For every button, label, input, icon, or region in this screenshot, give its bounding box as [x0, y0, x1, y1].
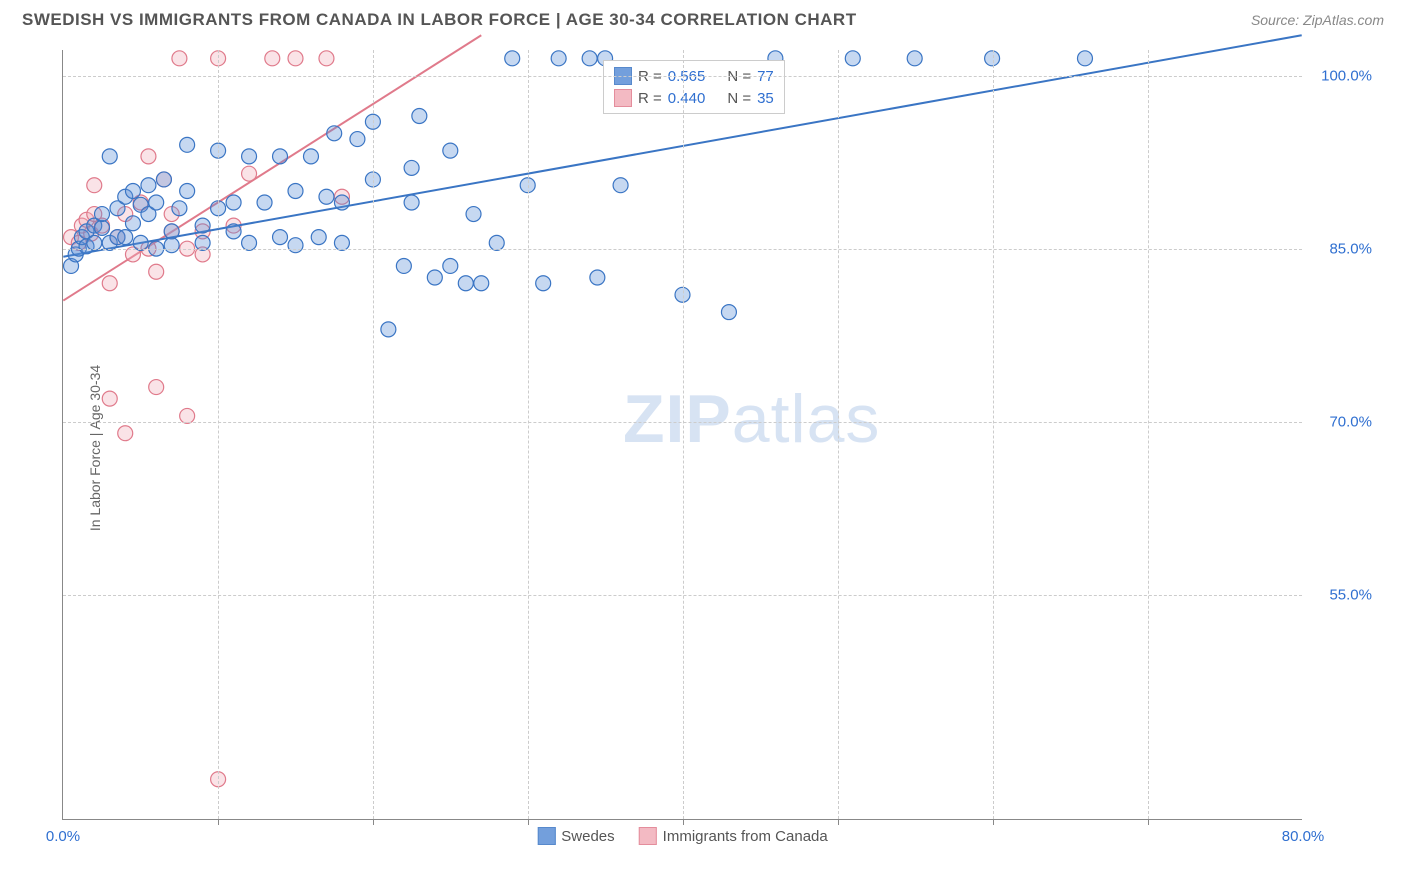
y-tick-label: 55.0% [1329, 587, 1372, 604]
n-label-2: N = [727, 90, 751, 107]
immigrants-label: Immigrants from Canada [663, 828, 828, 845]
y-tick-label: 100.0% [1321, 67, 1372, 84]
stats-legend: R = 0.565 N = 77 R = 0.440 N = 35 [603, 60, 785, 114]
immigrants-swatch-bottom [639, 827, 657, 845]
y-tick-label: 70.0% [1329, 414, 1372, 431]
chart-container: In Labor Force | Age 30-34 ZIPatlas R = … [22, 40, 1382, 880]
stats-legend-row-immigrants: R = 0.440 N = 35 [614, 87, 774, 109]
plot-area: ZIPatlas R = 0.565 N = 77 R = 0.440 N = … [62, 50, 1302, 820]
immigrants-n-value: 35 [757, 90, 774, 107]
chart-title: SWEDISH VS IMMIGRANTS FROM CANADA IN LAB… [22, 10, 857, 30]
x-tick-label: 80.0% [1282, 828, 1325, 845]
x-tick-label: 0.0% [46, 828, 80, 845]
swedes-swatch-bottom [537, 827, 555, 845]
source-attribution: Source: ZipAtlas.com [1251, 12, 1384, 28]
bottom-legend: Swedes Immigrants from Canada [537, 827, 827, 845]
swedes-label: Swedes [561, 828, 614, 845]
immigrants-r-value: 0.440 [668, 90, 706, 107]
bottom-legend-swedes: Swedes [537, 827, 614, 845]
bottom-legend-immigrants: Immigrants from Canada [639, 827, 828, 845]
immigrants-swatch [614, 89, 632, 107]
y-tick-label: 85.0% [1329, 240, 1372, 257]
r-label-2: R = [638, 90, 662, 107]
